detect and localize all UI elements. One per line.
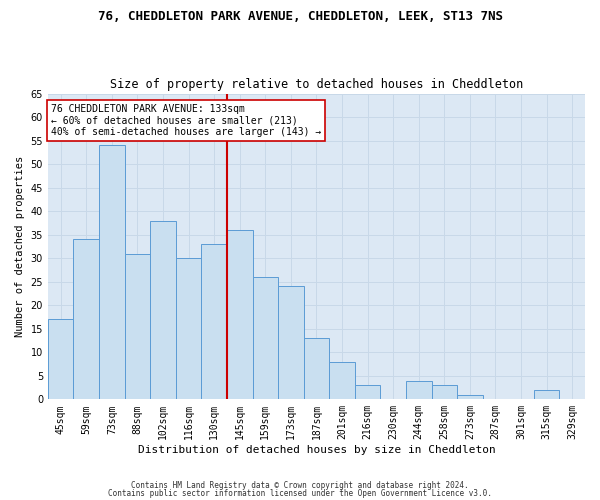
Bar (329, 362, 355, 400)
Text: Contains HM Land Registry data © Crown copyright and database right 2024.: Contains HM Land Registry data © Crown c… (131, 481, 469, 490)
Text: 76, CHEDDLETON PARK AVENUE, CHEDDLETON, LEEK, ST13 7NS: 76, CHEDDLETON PARK AVENUE, CHEDDLETON, … (97, 10, 503, 23)
Text: Contains public sector information licensed under the Open Government Licence v3: Contains public sector information licen… (108, 488, 492, 498)
Bar (176, 258, 202, 400)
Y-axis label: Number of detached properties: Number of detached properties (15, 156, 25, 337)
Bar (48, 320, 73, 400)
Bar (125, 254, 150, 400)
Bar (457, 394, 482, 400)
Text: 76 CHEDDLETON PARK AVENUE: 133sqm
← 60% of detached houses are smaller (213)
40%: 76 CHEDDLETON PARK AVENUE: 133sqm ← 60% … (50, 104, 321, 138)
Bar (202, 244, 227, 400)
Title: Size of property relative to detached houses in Cheddleton: Size of property relative to detached ho… (110, 78, 523, 91)
Bar (99, 146, 125, 400)
Bar (534, 390, 559, 400)
Bar (253, 277, 278, 400)
Bar (355, 385, 380, 400)
Bar (406, 380, 431, 400)
Bar (73, 240, 99, 400)
Bar (278, 286, 304, 400)
Bar (304, 338, 329, 400)
Bar (431, 385, 457, 400)
Bar (150, 220, 176, 400)
X-axis label: Distribution of detached houses by size in Cheddleton: Distribution of detached houses by size … (137, 445, 496, 455)
Bar (227, 230, 253, 400)
